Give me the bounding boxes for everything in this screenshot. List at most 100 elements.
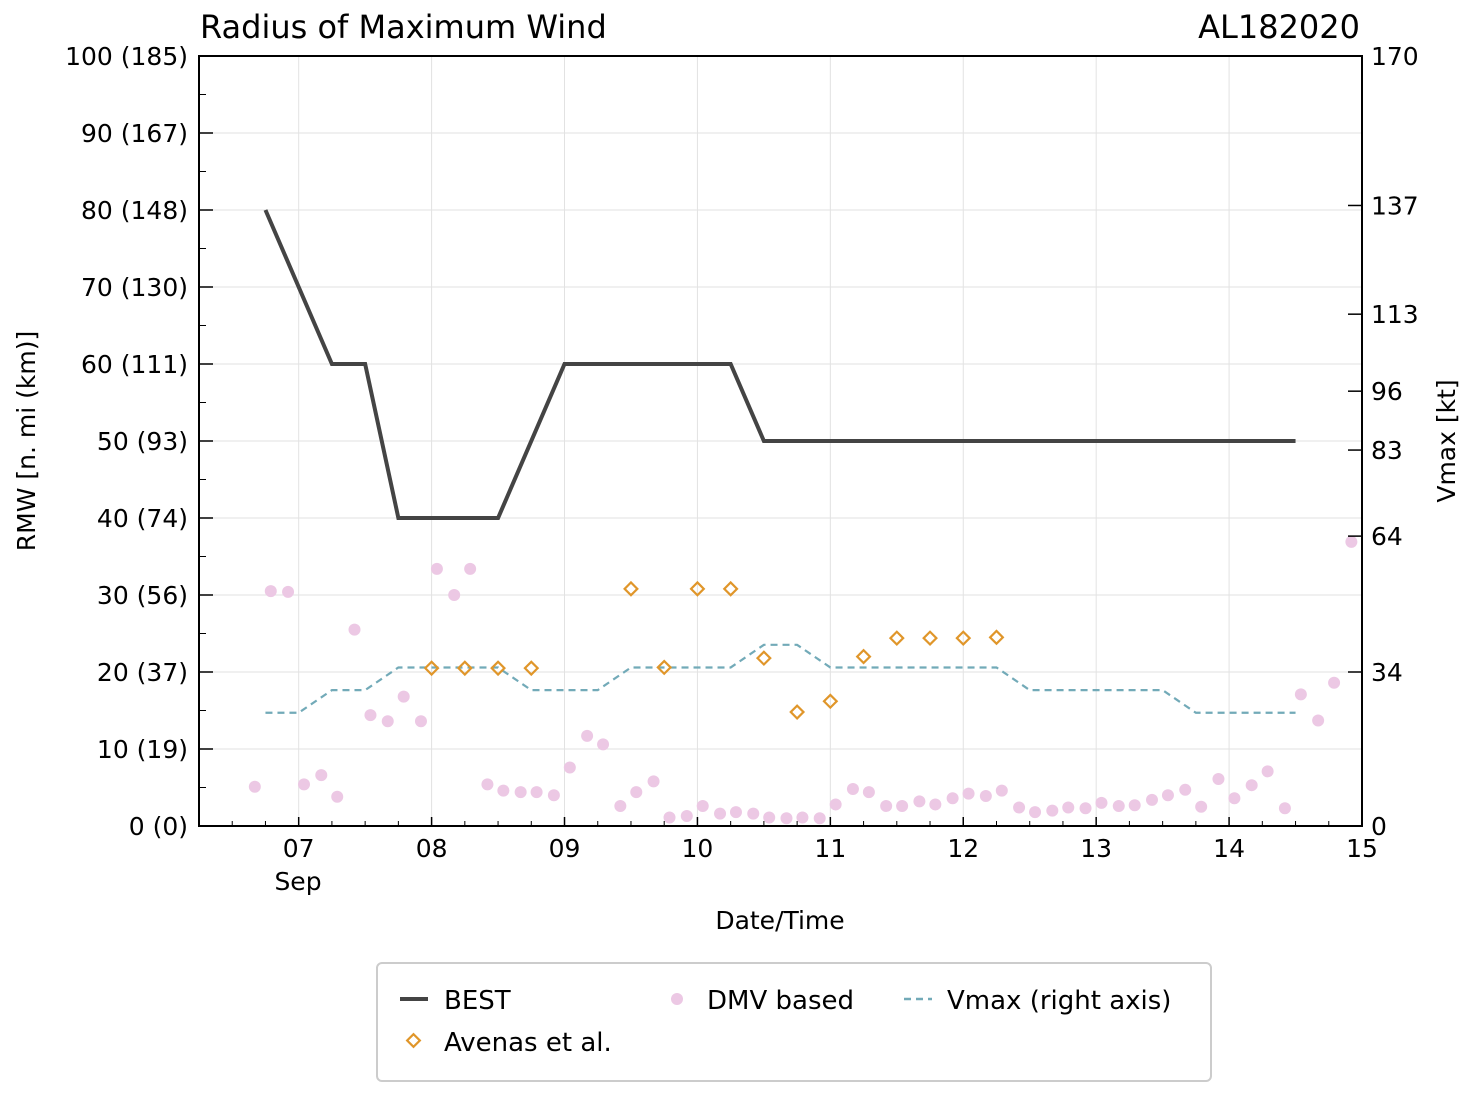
dmv-point — [846, 783, 859, 796]
y2-tick-label: 34 — [1371, 658, 1403, 687]
tick-labels: 07 08 09 10 11 12 13 14 15 0 (0) 10 (19) 20 (37) 30 … — [65, 42, 1419, 863]
avenas-point — [490, 660, 506, 677]
dmv-point — [1312, 714, 1325, 727]
dmv-point — [813, 812, 826, 825]
dmv-point — [1095, 796, 1108, 809]
chart-title: Radius of Maximum Wind — [200, 8, 607, 46]
dmv-point — [1029, 806, 1042, 819]
dmv-point — [1195, 800, 1208, 813]
dmv-point — [913, 795, 926, 808]
avenas-point — [656, 659, 673, 676]
y2-tick-label: 170 — [1371, 42, 1419, 71]
dmv-point — [747, 807, 760, 820]
dmv-point — [763, 811, 776, 824]
dmv-point — [946, 792, 959, 805]
y-tick-label: 90 (167) — [81, 119, 188, 148]
y-axis-label: RMW [n. mi (km)] — [12, 331, 41, 551]
dmv-point — [696, 799, 709, 812]
dmv-point — [862, 786, 875, 799]
dmv-point — [630, 786, 643, 799]
dmv-point — [1212, 773, 1225, 786]
dmv-point — [680, 809, 693, 822]
dmv-point — [929, 798, 942, 811]
dmv-point — [880, 799, 893, 812]
dmv-point — [614, 799, 627, 812]
dmv-point — [1046, 804, 1059, 817]
dmv-point — [896, 799, 909, 812]
legend-vmax-label: Vmax (right axis) — [947, 986, 1171, 1016]
avenas-point — [456, 660, 473, 677]
storm-id: AL182020 — [1198, 8, 1360, 46]
avenas-point — [789, 704, 806, 720]
avenas-point — [922, 630, 938, 647]
dmv-point — [348, 623, 361, 636]
x-month-label: Sep — [274, 867, 321, 896]
dmv-point — [563, 761, 576, 774]
dmv-point — [264, 585, 277, 598]
dmv-point — [331, 790, 344, 803]
x-tick-label: 10 — [682, 834, 714, 863]
legend-avenas-label: Avenas et al. — [444, 1028, 612, 1058]
dmv-point — [1261, 765, 1274, 778]
dmv-point — [298, 778, 311, 791]
dmv-point — [1161, 789, 1174, 802]
y2-tick-label: 0 — [1371, 812, 1387, 841]
dmv-point — [514, 786, 527, 799]
avenas-point — [855, 648, 872, 665]
dmv-point — [597, 738, 610, 751]
dmv-point — [962, 787, 975, 800]
avenas-point — [523, 660, 540, 677]
dmv-point — [647, 775, 660, 788]
series-layer — [248, 209, 1358, 825]
dmv-point — [829, 798, 842, 811]
avenas-point — [955, 630, 972, 647]
avenas-point — [988, 629, 1005, 646]
y-tick-label: 10 (19) — [97, 735, 188, 764]
dmv-point — [315, 769, 328, 782]
avenas-point — [755, 650, 772, 667]
avenas-point — [689, 580, 706, 597]
dmv-point — [381, 715, 394, 728]
x-tick-label: 08 — [416, 834, 448, 863]
y-tick-label: 60 (111) — [81, 350, 188, 379]
avenas-point — [722, 580, 739, 597]
y2-tick-label: 83 — [1371, 436, 1403, 465]
dmv-point — [1278, 802, 1291, 815]
x-tick-label: 14 — [1213, 834, 1245, 863]
y2-tick-label: 113 — [1371, 300, 1419, 329]
dmv-point — [1179, 783, 1192, 796]
dmv-point — [714, 807, 727, 820]
dmv-point — [397, 690, 410, 703]
x-tick-label: 11 — [814, 834, 846, 863]
dmv-point — [1079, 802, 1092, 815]
dmv-point — [1145, 793, 1158, 806]
avenas-point — [623, 580, 639, 597]
dmv-point — [1112, 799, 1125, 812]
x-tick-label: 12 — [947, 834, 979, 863]
legend-avenas-swatch — [405, 1032, 422, 1049]
dmv-point — [481, 778, 494, 791]
x-tick-label: 07 — [283, 834, 315, 863]
x-tick-label: 15 — [1346, 834, 1378, 863]
dmv-point — [1245, 779, 1258, 792]
avenas-point — [423, 660, 440, 677]
vmax-line — [265, 643, 1296, 714]
dmv-point — [1062, 801, 1075, 814]
legend-dmv-swatch — [671, 993, 683, 1005]
y2-tick-label: 64 — [1371, 522, 1403, 551]
y2-tick-label: 96 — [1371, 377, 1403, 406]
dmv-point — [796, 811, 809, 824]
y-tick-label: 80 (148) — [81, 196, 188, 225]
dmv-point — [780, 812, 793, 825]
dmv-point — [464, 562, 477, 575]
y-tick-label: 30 (56) — [97, 581, 188, 610]
legend-box — [376, 962, 1212, 1082]
dmv-point — [1128, 799, 1141, 812]
dmv-point — [547, 789, 560, 802]
ticks — [198, 55, 1363, 827]
dmv-point — [581, 729, 594, 742]
y-tick-label: 50 (93) — [97, 427, 188, 456]
y-tick-label: 0 (0) — [129, 812, 188, 841]
dmv-point — [414, 715, 427, 728]
